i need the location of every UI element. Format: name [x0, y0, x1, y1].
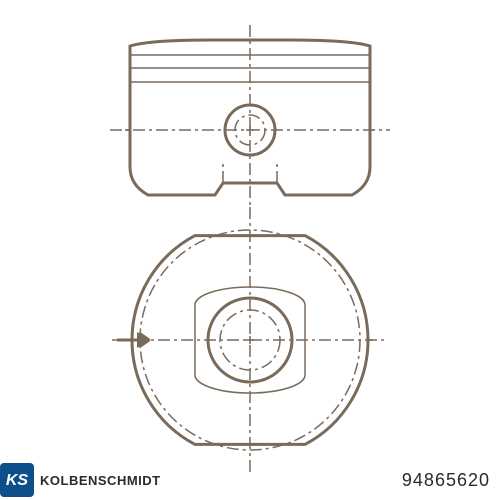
footer: KS KOLBENSCHMIDT 94865620 [0, 460, 500, 500]
brand-block: KS KOLBENSCHMIDT [0, 463, 161, 497]
piston-diagram [0, 0, 500, 500]
brand-name: KOLBENSCHMIDT [40, 473, 161, 488]
svg-text:KS: KS [6, 472, 29, 489]
brand-logo: KS [0, 463, 34, 497]
part-number: 94865620 [402, 470, 490, 491]
